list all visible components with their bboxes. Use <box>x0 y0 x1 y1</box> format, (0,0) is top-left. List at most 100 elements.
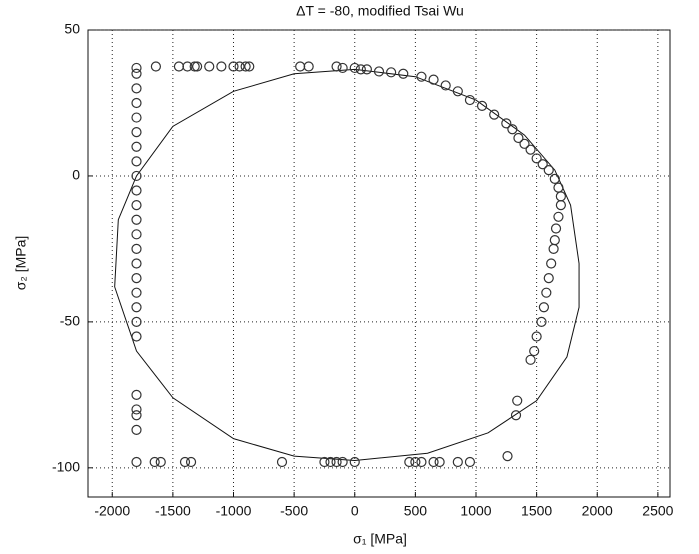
data-point <box>244 61 255 72</box>
data-point <box>131 112 142 123</box>
data-point <box>541 287 552 298</box>
data-point <box>131 243 142 255</box>
data-point <box>428 456 439 468</box>
data-point <box>131 424 142 435</box>
data-point <box>131 287 142 298</box>
data-point <box>131 258 142 269</box>
data-point <box>349 62 360 74</box>
data-point <box>303 61 314 72</box>
data-point <box>510 410 522 421</box>
data-point <box>149 456 160 468</box>
data-point <box>319 456 330 468</box>
data-point <box>404 456 415 468</box>
data-point <box>228 61 239 72</box>
data-point <box>276 456 288 468</box>
data-point <box>192 61 203 72</box>
data-point <box>553 211 564 222</box>
x-tick-label: -1500 <box>155 503 191 519</box>
data-point <box>536 316 547 327</box>
y-tick-label: 0 <box>72 167 80 183</box>
x-tick-label: 2000 <box>582 503 613 519</box>
data-point <box>553 182 564 193</box>
data-point <box>501 118 512 129</box>
data-point <box>410 456 421 468</box>
chart-title: ΔT = -80, modified Tsai Wu <box>296 3 464 19</box>
envelope-curve <box>114 68 580 462</box>
data-point <box>131 404 142 415</box>
plot-frame <box>87 29 671 498</box>
data-point <box>543 272 554 284</box>
data-point <box>150 61 161 72</box>
data-point <box>531 153 542 164</box>
data-point <box>512 395 523 406</box>
x-tick-label: -1000 <box>216 503 252 519</box>
y-axis-label: σ₂ [MPa] <box>13 236 29 291</box>
data-point <box>529 345 540 357</box>
data-point <box>464 94 476 106</box>
data-point <box>452 456 463 468</box>
y-tick-label: 50 <box>64 21 80 37</box>
data-point <box>325 456 336 468</box>
data-point <box>131 156 142 167</box>
data-point <box>548 243 559 255</box>
data-point <box>131 302 142 313</box>
data-point <box>240 61 251 72</box>
data-point <box>155 456 166 468</box>
x-tick-label: -2000 <box>94 503 130 519</box>
data-point <box>331 456 342 468</box>
data-point <box>131 214 142 225</box>
data-point <box>525 144 536 155</box>
data-point <box>513 132 524 144</box>
data-point <box>182 61 193 72</box>
y-tick-label: -50 <box>60 313 80 329</box>
data-point <box>550 223 562 234</box>
data-point <box>173 61 185 72</box>
data-point <box>131 389 142 400</box>
data-point <box>538 302 550 313</box>
data-point <box>131 456 142 468</box>
data-point <box>189 61 200 72</box>
data-point <box>489 109 500 120</box>
data-point <box>386 67 397 78</box>
y-tick-label: -100 <box>52 459 80 475</box>
x-tick-label: 1000 <box>460 503 491 519</box>
data-point <box>416 456 427 468</box>
data-point <box>131 97 142 109</box>
data-point <box>361 64 372 75</box>
data-point <box>131 331 142 342</box>
data-point <box>131 62 142 74</box>
x-tick-label: -500 <box>280 503 308 519</box>
data-point <box>216 61 227 72</box>
data-point <box>440 80 451 91</box>
x-tick-label: 2500 <box>642 503 673 519</box>
data-point <box>185 456 197 468</box>
data-point <box>295 61 306 72</box>
data-point <box>452 86 463 97</box>
x-tick-label: 500 <box>404 503 428 519</box>
x-axis-label: σ₁ [MPa] <box>353 531 407 547</box>
data-point <box>428 74 439 85</box>
data-point <box>464 456 476 468</box>
data-point <box>502 451 513 462</box>
x-tick-label: 1500 <box>521 503 552 519</box>
data-point <box>434 456 445 468</box>
data-point <box>519 138 530 149</box>
data-point <box>537 159 548 170</box>
data-point <box>131 141 142 152</box>
data-point <box>355 64 366 75</box>
data-point <box>131 272 142 284</box>
data-point <box>349 456 360 468</box>
data-point <box>234 61 245 72</box>
data-point <box>337 456 348 468</box>
x-tick-label: 0 <box>351 503 359 519</box>
data-point <box>204 61 215 72</box>
data-point <box>525 354 536 365</box>
data-point <box>555 200 566 211</box>
data-point <box>546 258 557 269</box>
data-point <box>549 173 560 184</box>
data-point <box>555 191 566 202</box>
data-point <box>131 410 142 421</box>
data-point <box>373 66 385 77</box>
data-point <box>131 316 142 327</box>
